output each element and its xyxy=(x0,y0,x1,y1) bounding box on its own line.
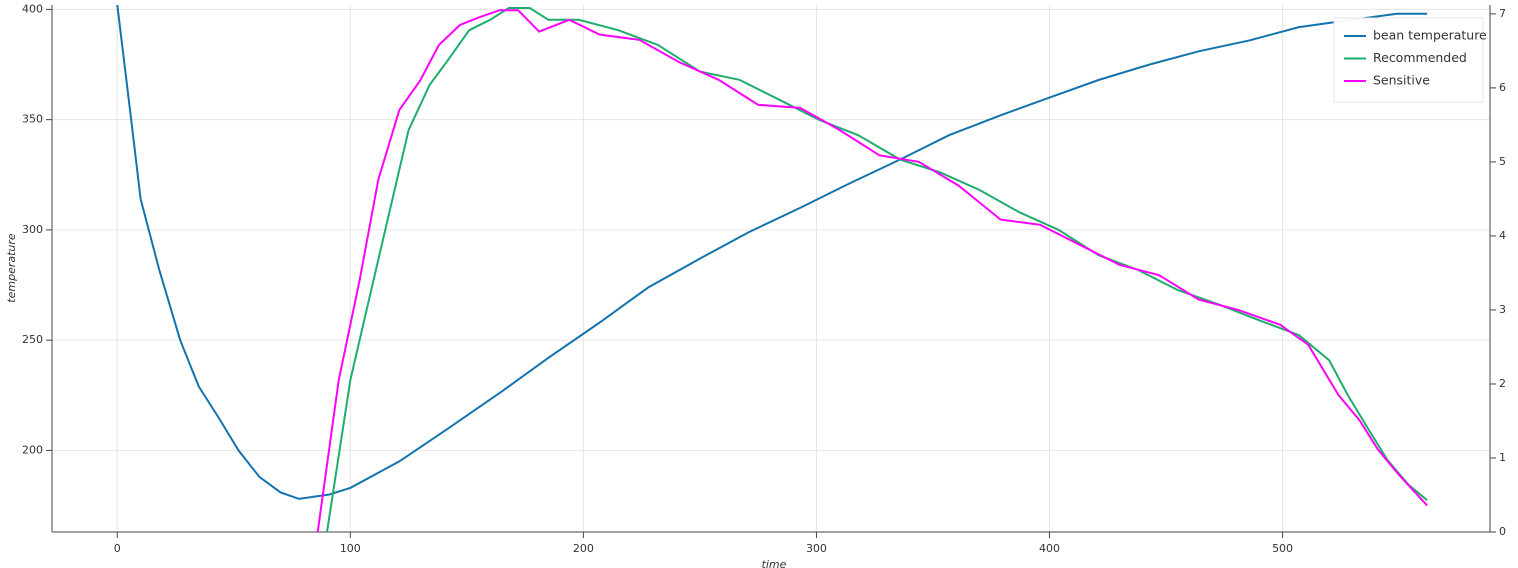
x-axis-label: time xyxy=(762,558,787,568)
y2-tick-label: 2 xyxy=(1499,377,1506,390)
y2-tick-label: 0 xyxy=(1499,525,1506,538)
x-tick-label: 100 xyxy=(340,542,361,555)
legend-label: bean temperature xyxy=(1373,28,1487,43)
y-axis-label: temperature xyxy=(5,233,18,303)
y2-tick-label: 5 xyxy=(1499,155,1506,168)
series-line xyxy=(326,7,1428,532)
y-tick-label: 200 xyxy=(22,443,43,456)
x-tick-label: 0 xyxy=(114,542,121,555)
y2-tick-label: 6 xyxy=(1499,81,1506,94)
y2-tick-label: 3 xyxy=(1499,303,1506,316)
legend-label: Sensitive xyxy=(1373,73,1430,88)
y-tick-label: 250 xyxy=(22,333,43,346)
y-tick-label: 400 xyxy=(22,2,43,15)
y-tick-label: 350 xyxy=(22,113,43,126)
x-tick-label: 300 xyxy=(806,542,827,555)
y2-tick-label: 4 xyxy=(1499,229,1506,242)
y2-tick-label: 7 xyxy=(1499,7,1506,20)
series-line xyxy=(316,9,1428,532)
legend-label: Recommended xyxy=(1373,50,1467,65)
series-line xyxy=(116,5,1428,500)
x-tick-label: 400 xyxy=(1039,542,1060,555)
x-tick-label: 500 xyxy=(1272,542,1293,555)
y2-tick-label: 1 xyxy=(1499,451,1506,464)
x-tick-label: 200 xyxy=(573,542,594,555)
y-tick-label: 300 xyxy=(22,223,43,236)
legend-box xyxy=(1333,17,1484,103)
